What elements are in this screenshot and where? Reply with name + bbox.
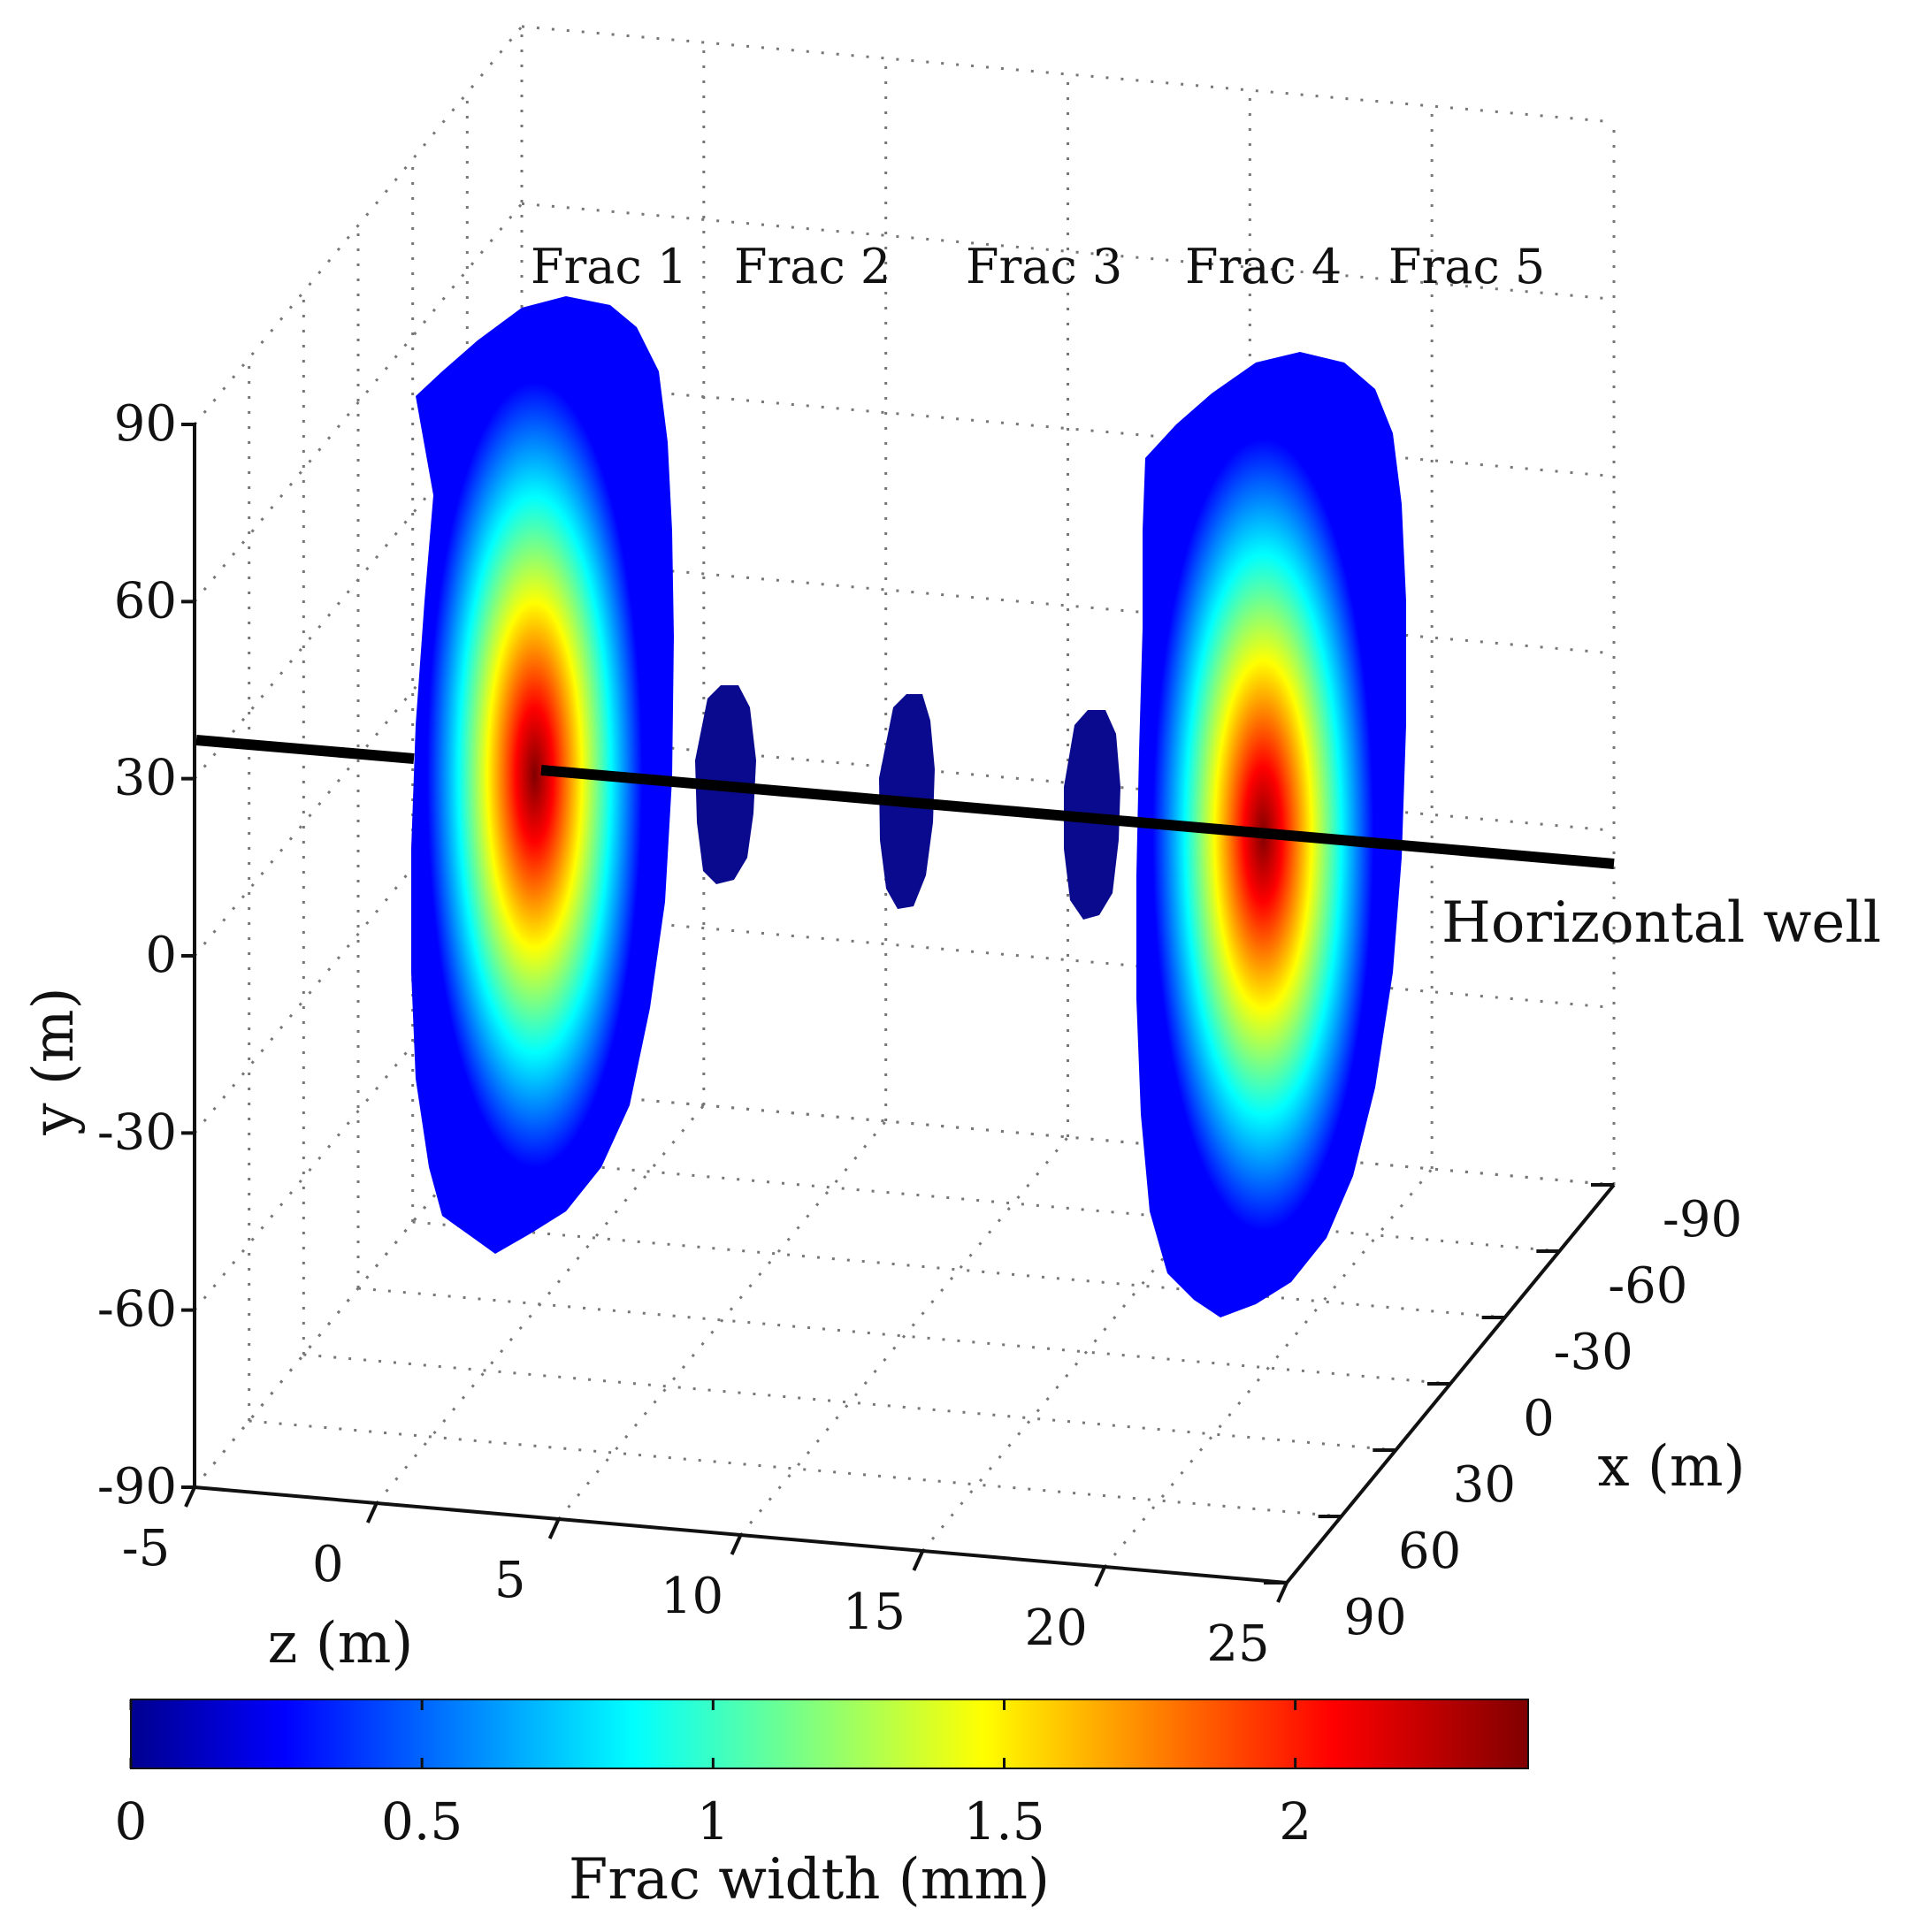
- x-tick-label: 0: [1523, 1390, 1555, 1447]
- y-tick-label: 60: [114, 572, 177, 630]
- y-tick-label: -90: [97, 1458, 177, 1516]
- y-tick-label: 30: [114, 750, 177, 807]
- colorbar-tick-label: 0: [115, 1791, 148, 1852]
- tick-marks: [181, 423, 1614, 1603]
- x-axis-label: x (m): [1597, 1434, 1745, 1500]
- frac-3-label: Frac 3: [966, 239, 1122, 294]
- z-tick: [184, 1486, 196, 1508]
- well-label: Horizontal well: [1441, 890, 1881, 956]
- frac-2-label: Frac 2: [734, 239, 891, 294]
- grid-floor-z-line: [249, 1419, 1342, 1518]
- z-tick: [547, 1518, 561, 1539]
- x-tick-label: 90: [1343, 1589, 1406, 1646]
- z-tick-label: -5: [122, 1520, 171, 1577]
- grid-back-horizontal: [521, 1088, 1615, 1187]
- z-tick: [1276, 1582, 1288, 1603]
- x-tick-label: 30: [1453, 1456, 1516, 1514]
- grid-left-horizontal: [193, 1088, 524, 1488]
- well-segment-left: [195, 735, 415, 764]
- x-tick-label: -90: [1663, 1191, 1742, 1249]
- x-tick-label: -30: [1554, 1324, 1633, 1381]
- y-tick-label: 90: [114, 395, 177, 453]
- colorbar-ticks: 0 0.5 1 1.5 2: [115, 1699, 1311, 1852]
- y-tick-label: 0: [145, 927, 177, 984]
- frac-5-label: Frac 5: [1388, 239, 1545, 294]
- z-tick-label: 25: [1206, 1615, 1269, 1673]
- grid-floor-z-line: [303, 1353, 1396, 1452]
- grid-back-horizontal: [521, 379, 1615, 478]
- grid-back-horizontal: [521, 25, 1615, 124]
- frac-1-label: Frac 1: [531, 239, 687, 294]
- horizontal-well: [195, 735, 1615, 869]
- grid-back-horizontal: [521, 202, 1615, 301]
- z-tick-label: 0: [312, 1536, 344, 1593]
- grid-back-horizontal: [521, 556, 1615, 655]
- z-tick: [366, 1502, 379, 1523]
- y-tick-label: -30: [97, 1103, 177, 1161]
- grid-floor-x-line: [557, 1120, 887, 1520]
- z-axis-label: z (m): [268, 1611, 414, 1676]
- z-tick-label: 20: [1025, 1600, 1088, 1657]
- y-tick-labels: 90 60 30 0 -30 -60 -90: [97, 395, 177, 1516]
- grid-floor-x-line: [921, 1152, 1251, 1552]
- z-tick-labels: -5 0 5 10 15 20 25: [122, 1520, 1270, 1673]
- z-tick-label: 15: [843, 1584, 906, 1641]
- grid-left-horizontal: [193, 379, 524, 780]
- z-tick: [912, 1550, 925, 1571]
- y-axis-label: y (m): [21, 987, 87, 1135]
- colorbar-gradient: [130, 1699, 1529, 1769]
- grid-back-horizontal: [521, 911, 1615, 1010]
- x-tick-labels: -90 -60 -30 030 60 90: [1343, 1191, 1742, 1646]
- z-tick: [1094, 1566, 1106, 1587]
- grid-floor-x-line: [739, 1136, 1069, 1536]
- z-tick-label: 10: [661, 1568, 723, 1625]
- grid-floor-z-line: [412, 1220, 1505, 1319]
- grid-left-horizontal: [193, 734, 524, 1134]
- grid-floor-x-line: [1104, 1168, 1434, 1568]
- grid-floor-x-line: [375, 1104, 705, 1504]
- x-tick-label: 60: [1398, 1523, 1461, 1580]
- grid-floor-z-line: [467, 1154, 1560, 1253]
- colorbar-tick-label: 1: [697, 1791, 730, 1852]
- colorbar-tick-label: 0.5: [381, 1791, 463, 1852]
- grid-left-horizontal: [193, 202, 524, 603]
- frac-labels: Frac 1 Frac 2 Frac 3 Frac 4 Frac 5: [531, 239, 1545, 294]
- colorbar-tick-label: 2: [1279, 1791, 1311, 1852]
- grid-left-horizontal: [193, 26, 524, 425]
- colorbar: 0 0.5 1 1.5 2 Frac width (mm): [115, 1699, 1529, 1913]
- well-segment-right: [540, 765, 1615, 869]
- colorbar-label: Frac width (mm): [569, 1847, 1050, 1913]
- frac-4-label: Frac 4: [1185, 239, 1342, 294]
- y-tick-label: -60: [97, 1281, 177, 1339]
- z-tick-label: 5: [494, 1552, 526, 1609]
- x-tick-label: -60: [1608, 1257, 1687, 1315]
- z-tick: [730, 1534, 743, 1555]
- grid-left-horizontal: [193, 911, 524, 1311]
- colorbar-tick-label: 1.5: [963, 1791, 1044, 1852]
